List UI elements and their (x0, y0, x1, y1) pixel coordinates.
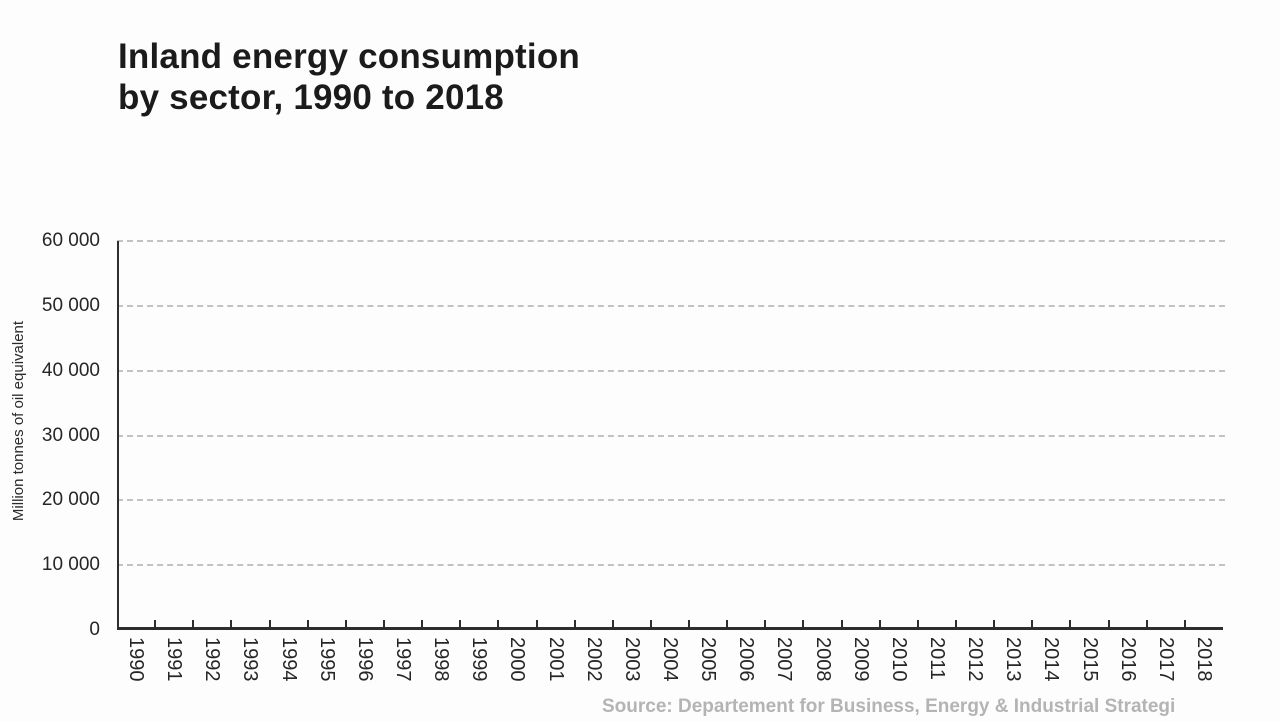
x-tick-label-1999: 1999 (468, 637, 491, 682)
x-tick-label-2012: 2012 (964, 637, 987, 682)
x-tick-label-2008: 2008 (811, 637, 834, 682)
x-tick-label-2011: 2011 (925, 637, 948, 681)
x-tick-label-1992: 1992 (201, 637, 224, 682)
x-axis-tick (382, 620, 385, 627)
x-axis-tick (1069, 620, 1072, 627)
gridline-40000 (117, 369, 1225, 372)
x-axis-line (117, 627, 1223, 630)
gridline-30000 (117, 434, 1225, 437)
gridline-60000 (117, 240, 1225, 242)
gridline-10000 (117, 564, 1225, 567)
x-axis-tick (497, 620, 500, 627)
x-tick-label-2003: 2003 (620, 637, 643, 682)
x-axis-tick (1031, 620, 1034, 627)
chart-title-line2: by sector, 1990 to 2018 (118, 78, 504, 117)
y-tick-label: 0 (89, 619, 100, 640)
x-axis-tick (955, 620, 958, 627)
x-tick-label-2000: 2000 (506, 637, 529, 682)
chart-title-line1: Inland energy consumption (118, 37, 580, 76)
x-tick-label-2017: 2017 (1154, 637, 1177, 682)
x-axis-tick (192, 620, 195, 627)
y-tick-labels: 60 000 50 000 40 000 30 000 20 000 10 000 0 (0, 230, 100, 640)
y-tick-label: 50 000 (41, 294, 100, 316)
x-axis-tick (688, 620, 691, 627)
x-axis-tick (802, 620, 805, 627)
x-tick-label-2006: 2006 (735, 637, 758, 682)
x-axis-tick (993, 620, 996, 627)
x-axis-tick (649, 620, 652, 627)
y-tick-label: 10 000 (41, 554, 100, 576)
gridline-20000 (117, 499, 1225, 502)
y-tick-label: 20 000 (41, 489, 100, 511)
x-axis-tick (726, 620, 729, 627)
source-note: Source: Departement for Business, Energy… (602, 696, 1176, 717)
x-axis-tick (268, 620, 271, 627)
x-axis-tick (230, 620, 233, 627)
x-tick-label-2005: 2005 (697, 637, 720, 682)
x-tick-label-1993: 1993 (239, 637, 262, 682)
x-axis-tick (611, 620, 614, 627)
x-axis-tick (344, 620, 347, 627)
x-tick-label-2018: 2018 (1192, 637, 1215, 682)
x-axis-tick (1107, 620, 1110, 627)
x-axis-tick (154, 620, 157, 627)
x-tick-label-2004: 2004 (659, 637, 681, 682)
x-tick-label-2009: 2009 (849, 637, 872, 682)
x-tick-label-1994: 1994 (277, 637, 300, 682)
x-tick-label-1995: 1995 (315, 637, 338, 682)
y-axis-line (117, 241, 119, 630)
x-tick-label-1996: 1996 (353, 637, 376, 682)
x-axis-tick (840, 620, 843, 627)
x-tick-label-2007: 2007 (773, 637, 796, 682)
x-tick-label-1997: 1997 (392, 637, 415, 682)
x-axis-tick (1183, 620, 1186, 627)
x-axis-tick (459, 620, 462, 627)
x-tick-label-2010: 2010 (887, 637, 910, 682)
y-tick-label: 40 000 (41, 359, 100, 381)
x-axis-tick (878, 620, 881, 627)
x-axis-tick (916, 620, 919, 627)
x-tick-label-1998: 1998 (430, 637, 453, 682)
chart-title: Inland energy consumption by sector, 199… (118, 36, 580, 118)
x-axis-tick (1145, 620, 1148, 627)
x-axis-tick (535, 620, 538, 627)
x-tick-label-2014: 2014 (1040, 637, 1063, 682)
x-axis-tick (573, 620, 576, 627)
x-tick-label-2016: 2016 (1116, 637, 1139, 682)
x-axis-tick (421, 620, 424, 627)
gridline-50000 (117, 304, 1225, 307)
x-tick-label-2002: 2002 (582, 637, 605, 682)
x-tick-label-2001: 2001 (544, 637, 567, 682)
plot-area (117, 240, 1225, 630)
x-tick-label-1991: 1991 (163, 637, 186, 682)
y-tick-label: 60 000 (41, 230, 100, 251)
x-tick-label-1990: 1990 (125, 637, 148, 682)
y-tick-label: 30 000 (41, 424, 100, 446)
x-axis-tick (764, 620, 767, 627)
x-tick-label-2013: 2013 (1002, 637, 1025, 682)
x-tick-label-2015: 2015 (1078, 637, 1101, 682)
x-axis-tick (306, 620, 309, 627)
